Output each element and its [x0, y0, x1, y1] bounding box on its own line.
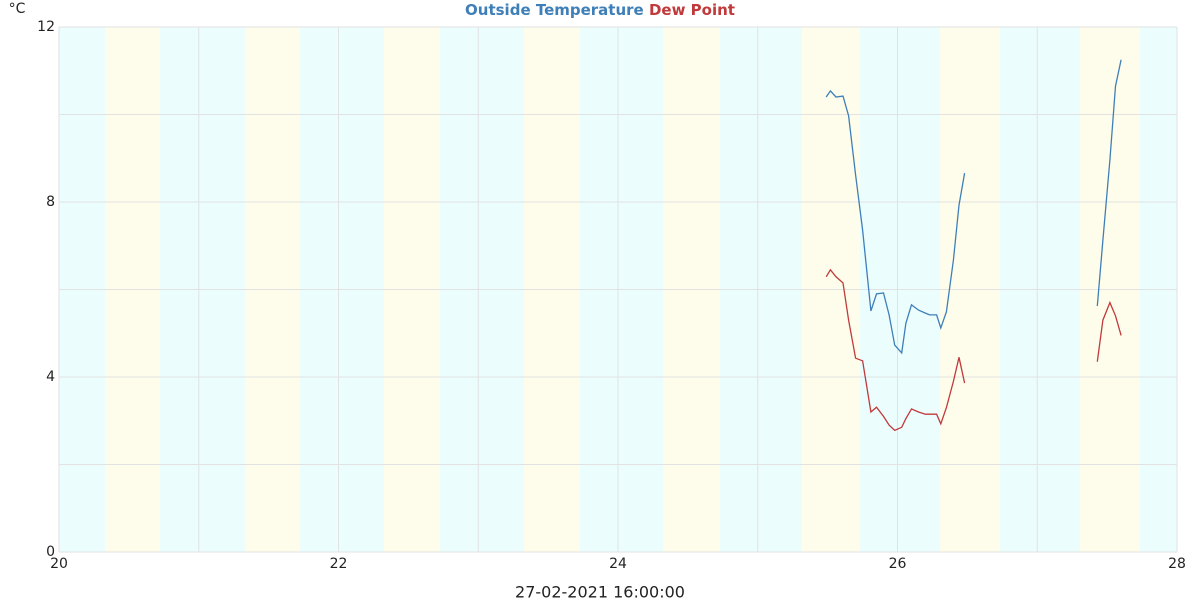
- x-tick-label: 26: [889, 556, 907, 572]
- y-axis-label: °C: [9, 1, 26, 17]
- x-tick-label: 28: [1168, 556, 1186, 572]
- series-line: [825, 59, 1122, 355]
- series-line: [825, 268, 1122, 432]
- legend-entry: Dew Point: [649, 1, 735, 19]
- y-tick-label: 0: [46, 544, 55, 560]
- y-tick-label: 12: [37, 19, 55, 35]
- y-tick-label: 8: [46, 194, 55, 210]
- legend-entry: Outside Temperature: [465, 1, 644, 19]
- legend: Outside Temperature Dew Point: [465, 1, 735, 19]
- x-tick-label: 22: [330, 556, 348, 572]
- x-tick-label: 24: [609, 556, 627, 572]
- x-axis-label: 27-02-2021 16:00:00: [515, 583, 685, 600]
- y-tick-label: 4: [46, 369, 55, 385]
- x-tick-label: 20: [50, 556, 68, 572]
